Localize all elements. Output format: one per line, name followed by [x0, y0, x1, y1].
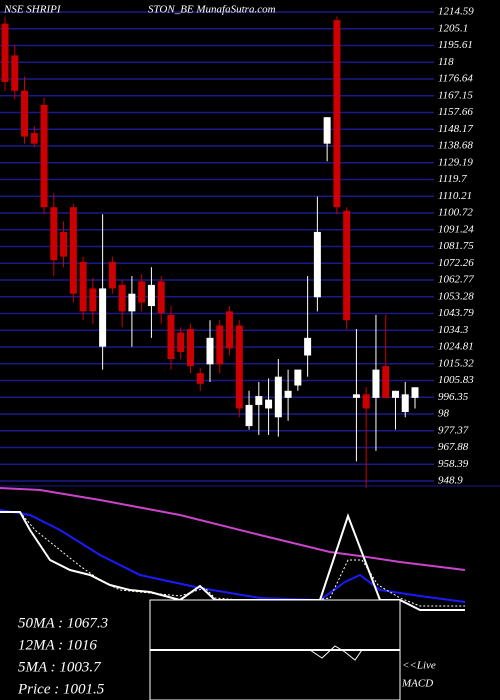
candle-body [362, 394, 370, 409]
macd-line [309, 645, 363, 661]
y-tick-label: 1091.24 [438, 223, 474, 235]
candle-body [245, 404, 253, 427]
candle-body [294, 369, 302, 386]
candle-body [323, 117, 331, 144]
candle-body [411, 387, 419, 398]
y-tick-label: 967.88 [438, 441, 469, 453]
ma-line-long [0, 487, 466, 571]
y-tick-label: 118 [438, 56, 454, 68]
y-tick-label: 1138.68 [438, 140, 473, 152]
y-tick-label: 1110.21 [438, 190, 472, 202]
candle-body [138, 281, 146, 303]
candle-body [21, 90, 29, 137]
candle-body [147, 284, 155, 307]
macd-label: MACD [401, 678, 433, 690]
title-right: STON_BE MunafaSutra.com [148, 4, 276, 16]
ma-line-short [0, 511, 465, 607]
y-tick-label: 1053.28 [438, 290, 474, 302]
y-tick-label: 1205.1 [438, 22, 468, 34]
grid: 1214.59 1205.1 1195.61 118 1176.64 1167.15 115… [0, 6, 474, 487]
y-tick-label: 1072.26 [438, 257, 474, 269]
candle-body [401, 394, 409, 412]
candles [1, 16, 419, 488]
candle-body [128, 293, 136, 312]
y-tick-label: 1167.15 [438, 89, 473, 101]
stat-12ma: 12MA : 1016 [18, 637, 97, 653]
candle-body [1, 23, 9, 82]
y-tick-label: 977.37 [438, 424, 469, 436]
y-tick-label: 1119.7 [438, 173, 467, 185]
y-tick-label: 948.9 [438, 475, 463, 487]
ma-line-mid [0, 509, 466, 603]
candle-body [196, 373, 204, 384]
candle-body [60, 231, 68, 257]
candle-body [265, 399, 273, 409]
candle-body [118, 284, 126, 312]
y-tick-label: 1148.17 [438, 123, 473, 135]
candle-body [50, 207, 58, 261]
candle-body [99, 288, 107, 347]
y-tick-label: 1129.19 [438, 156, 473, 168]
y-tick-label: 1214.59 [438, 6, 474, 18]
candle-body [108, 261, 116, 289]
y-tick-label: 1081.75 [438, 240, 474, 252]
candle-body [177, 332, 185, 352]
y-tick-label: 958.39 [438, 458, 469, 470]
y-tick-label: 1024.81 [438, 341, 474, 353]
y-tick-label: 1062.77 [438, 274, 474, 286]
candle-body [157, 281, 165, 314]
candle-body [167, 314, 175, 360]
candle-body [352, 394, 360, 398]
y-tick-label: 1195.61 [438, 39, 473, 51]
candle-body [226, 311, 234, 349]
candle-body [11, 55, 19, 91]
stat-5ma: 5MA : 1003.7 [18, 659, 102, 675]
candle-body [382, 366, 390, 398]
candle-body [79, 261, 87, 312]
candle-body [206, 337, 214, 365]
candle-body [69, 207, 77, 294]
candle-body [186, 329, 194, 367]
candle-body [333, 20, 341, 208]
y-tick-label: 1043.79 [438, 307, 474, 319]
candle-body [343, 210, 351, 321]
candle-body [89, 288, 97, 312]
live-label: <<Live [402, 660, 436, 672]
candle-body [304, 337, 312, 356]
y-tick-label: 996.35 [438, 391, 469, 403]
y-tick-label: 98 [438, 408, 450, 420]
candle-body [40, 104, 48, 208]
y-tick-label: 1157.66 [438, 106, 473, 118]
candle-body [30, 133, 38, 144]
stat-50ma: 50MA : 1067.3 [18, 615, 108, 631]
candle-body [216, 325, 224, 365]
candle-body [255, 396, 263, 405]
candle-body [235, 325, 243, 409]
y-tick-label: 1176.64 [438, 73, 473, 85]
y-tick-label: 1034.3 [438, 324, 469, 336]
candle-body [313, 231, 321, 298]
candle-body [284, 390, 292, 398]
y-tick-label: 1100.72 [438, 207, 473, 219]
y-tick-label: 1015.32 [438, 357, 474, 369]
candle-body [372, 369, 380, 398]
stat-price: Price : 1001.5 [17, 681, 105, 697]
title-left: NSE SHRIPI [3, 4, 62, 16]
candle-body [274, 376, 282, 418]
candle-body [391, 390, 399, 398]
y-tick-label: 1005.83 [438, 374, 474, 386]
